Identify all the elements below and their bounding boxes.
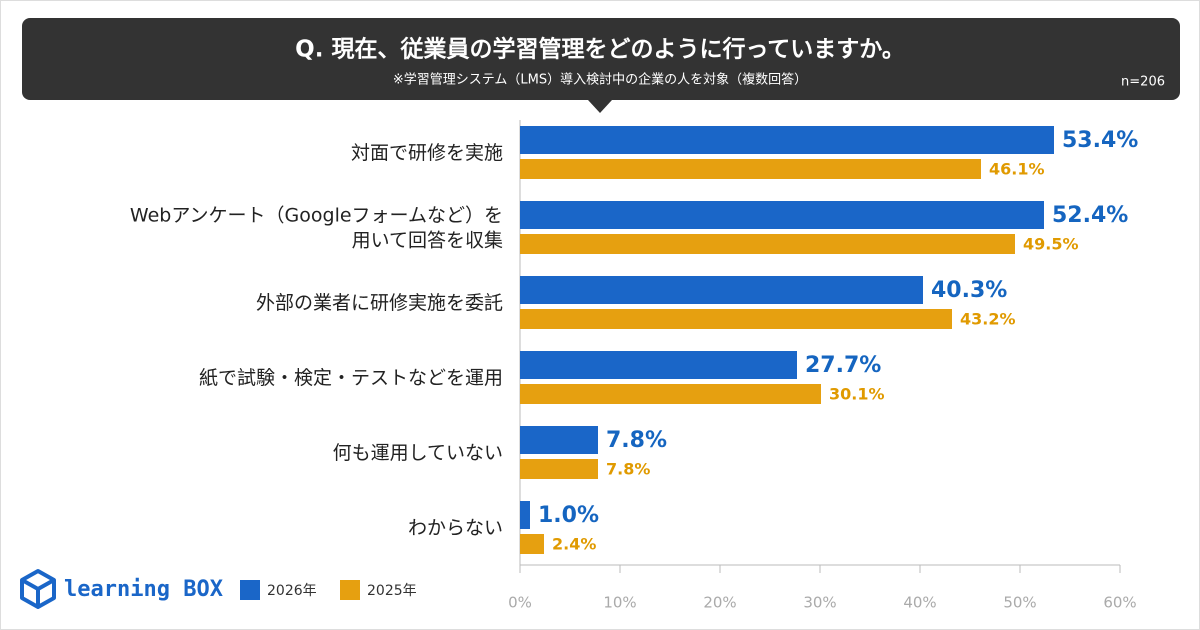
logo-text: learning BOX	[64, 577, 223, 602]
x-tick-label: 20%	[703, 594, 736, 612]
category-label: わからない	[408, 517, 503, 539]
value-label: 27.7%	[805, 353, 881, 378]
value-label: 40.3%	[931, 278, 1007, 303]
bar	[520, 276, 923, 304]
value-label: 43.2%	[960, 310, 1016, 329]
category-label: 紙で試験・検定・テストなどを運用	[199, 367, 503, 389]
bar	[520, 426, 598, 454]
value-label: 1.0%	[538, 503, 599, 528]
category-line: 何も運用していない	[333, 442, 503, 464]
category-line: 対面で研修を実施	[351, 142, 503, 164]
x-tick-label: 50%	[1003, 594, 1036, 612]
value-label: 7.8%	[606, 428, 667, 453]
category-line: Webアンケート（Googleフォームなど）を	[130, 204, 503, 226]
category-line: わからない	[408, 517, 503, 539]
legend-swatch	[240, 580, 260, 600]
value-label: 49.5%	[1023, 235, 1079, 254]
category-label: Webアンケート（Googleフォームなど）を用いて回答を収集	[130, 204, 503, 251]
chart-title: Q. 現在、従業員の学習管理をどのように行っていますか。	[295, 36, 905, 63]
x-tick-label: 0%	[508, 594, 532, 612]
x-tick-label: 10%	[603, 594, 636, 612]
x-tick-label: 40%	[903, 594, 936, 612]
header	[22, 18, 1180, 100]
category-line: 用いて回答を収集	[352, 229, 503, 251]
legend-label: 2025年	[367, 583, 417, 599]
value-label: 52.4%	[1052, 203, 1128, 228]
sample-size: n=206	[1121, 75, 1165, 90]
bar	[520, 309, 952, 329]
category-label: 何も運用していない	[333, 442, 503, 464]
x-tick-label: 60%	[1103, 594, 1136, 612]
category-line: 紙で試験・検定・テストなどを運用	[199, 367, 503, 389]
value-label: 30.1%	[829, 385, 885, 404]
value-label: 2.4%	[552, 535, 596, 554]
legend-swatch	[340, 580, 360, 600]
subtitle: ※学習管理システム（LMS）導入検討中の企業の人を対象（複数回答）	[393, 72, 807, 88]
bar	[520, 126, 1054, 154]
category-label: 対面で研修を実施	[351, 142, 503, 164]
bar	[520, 234, 1015, 254]
bar	[520, 384, 821, 404]
value-label: 7.8%	[606, 460, 650, 479]
bar	[520, 501, 530, 529]
bar	[520, 534, 544, 554]
x-tick-label: 30%	[803, 594, 836, 612]
logo-icon	[20, 569, 56, 609]
category-label: 外部の業者に研修実施を委託	[256, 292, 503, 314]
header-pointer	[588, 100, 612, 113]
bar	[520, 351, 797, 379]
bar	[520, 159, 981, 179]
category-line: 外部の業者に研修実施を委託	[256, 292, 503, 314]
value-label: 46.1%	[989, 160, 1045, 179]
legend-label: 2026年	[267, 583, 317, 599]
bar	[520, 459, 598, 479]
bar	[520, 201, 1044, 229]
value-label: 53.4%	[1062, 128, 1138, 153]
